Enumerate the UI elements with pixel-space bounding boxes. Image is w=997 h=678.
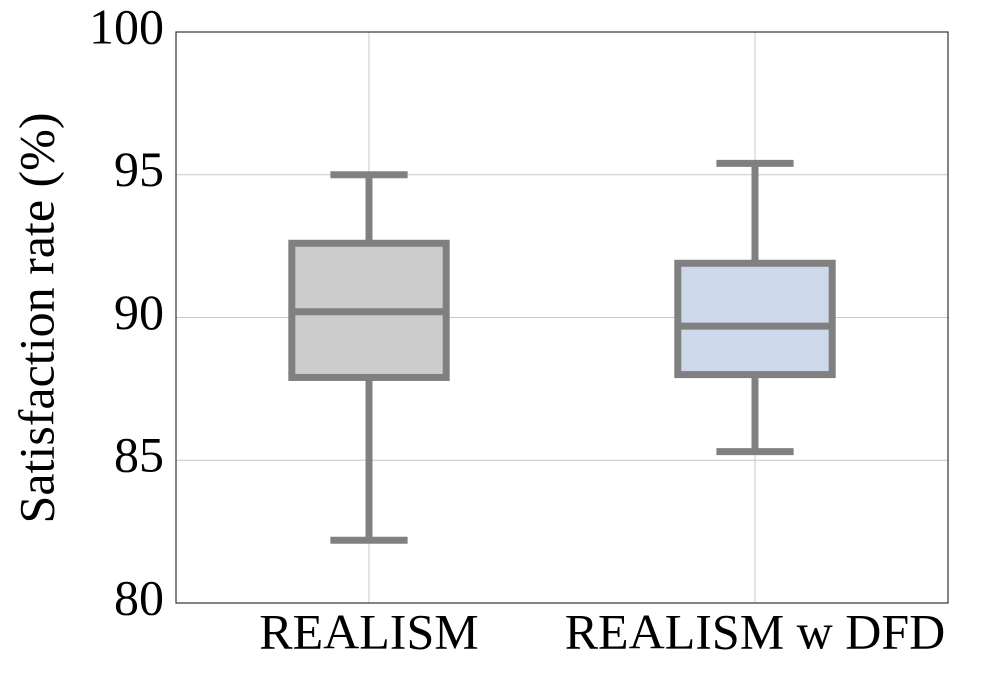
y-tick-label: 80 bbox=[114, 569, 164, 625]
y-tick-label: 85 bbox=[114, 427, 164, 483]
y-tick-label: 100 bbox=[89, 0, 164, 54]
y-tick-label: 95 bbox=[114, 141, 164, 197]
box bbox=[674, 259, 836, 379]
y-axis-label: Satisfaction rate (%) bbox=[8, 113, 64, 524]
plot-frame bbox=[175, 31, 949, 604]
y-tick-label: 90 bbox=[114, 284, 164, 340]
x-tick-label: REALISM w DFD bbox=[565, 603, 946, 659]
x-tick-label: REALISM bbox=[259, 603, 478, 659]
